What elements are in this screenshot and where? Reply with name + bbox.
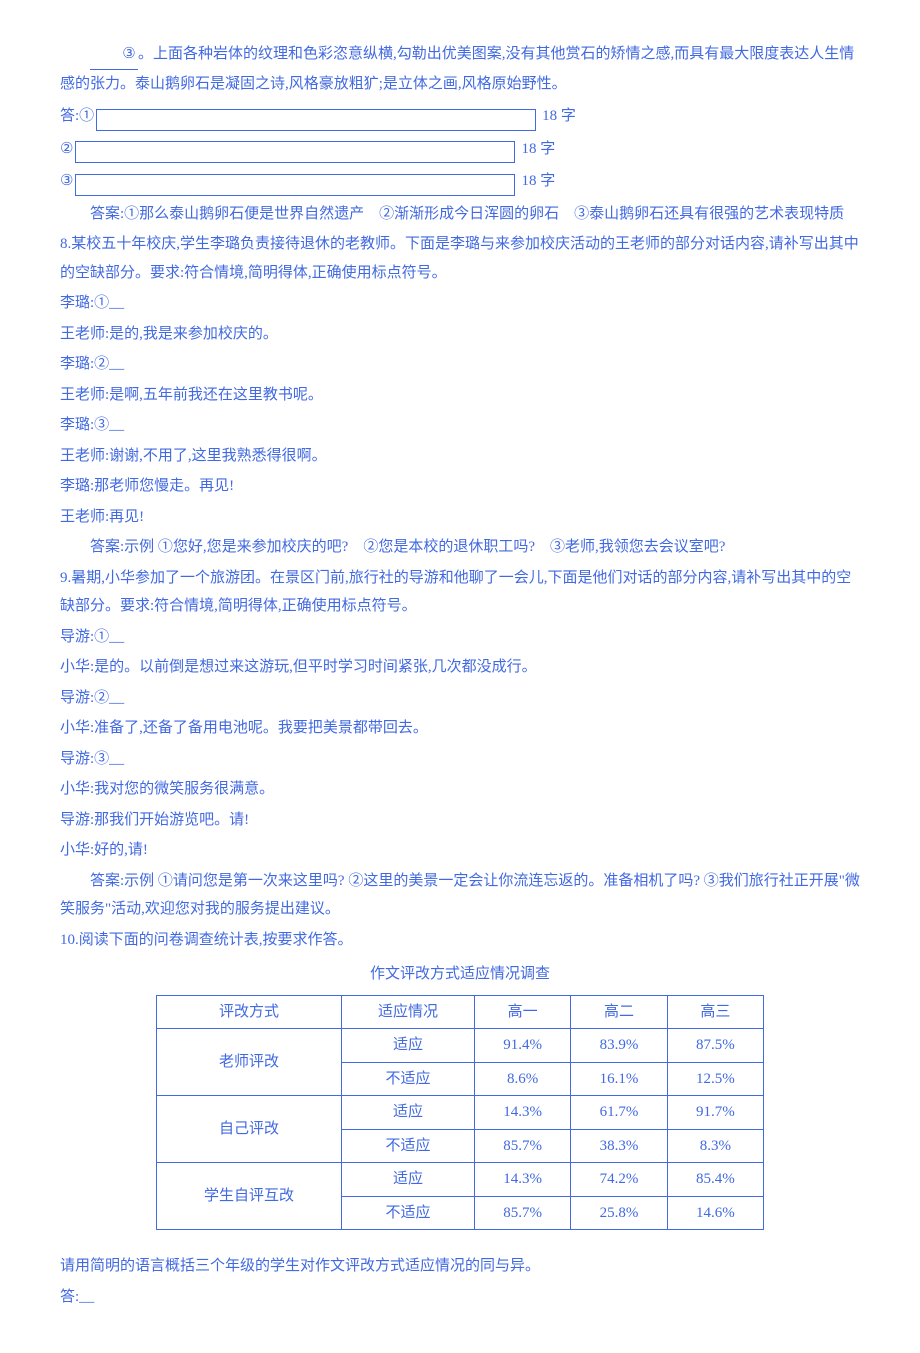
cell-value: 85.4% xyxy=(667,1163,763,1197)
question-8-title: 8.某校五十年校庆,学生李璐负责接待退休的老教师。下面是李璐与来参加校庆活动的王… xyxy=(60,230,860,287)
cell-method: 学生自评互改 xyxy=(157,1163,342,1230)
cell-value: 91.7% xyxy=(667,1096,763,1130)
table-row: 学生自评互改 适应 14.3% 74.2% 85.4% xyxy=(157,1163,764,1197)
question-10-title: 10.阅读下面的问卷调查统计表,按要求作答。 xyxy=(60,926,860,955)
question-10-prompt: 请用简明的语言概括三个年级的学生对作文评改方式适应情况的同与异。 xyxy=(60,1252,860,1281)
q8-line: 李璐:那老师您慢走。再见! xyxy=(60,472,860,501)
cell-situation: 适应 xyxy=(341,1029,474,1063)
answer-key-8: 答案:示例 ①您好,您是来参加校庆的吧? ②您是本校的退休职工吗? ③老师,我领… xyxy=(60,533,860,562)
q9-line: 导游:那我们开始游览吧。请! xyxy=(60,806,860,835)
q9-line: 小华:我对您的微笑服务很满意。 xyxy=(60,775,860,804)
answer-key-9: 答案:示例 ①请问您是第一次来这里吗? ②这里的美景一定会让你流连忘返的。准备相… xyxy=(60,867,860,924)
survey-table: 评改方式 适应情况 高一 高二 高三 老师评改 适应 91.4% 83.9% 8… xyxy=(156,995,764,1231)
answer-box-3[interactable] xyxy=(75,174,515,196)
cell-value: 61.7% xyxy=(571,1096,667,1130)
cell-method: 老师评改 xyxy=(157,1029,342,1096)
q9-line: 导游:①__ xyxy=(60,623,860,652)
cell-situation: 适应 xyxy=(341,1163,474,1197)
table-title: 作文评改方式适应情况调查 xyxy=(60,960,860,989)
answer-box-2[interactable] xyxy=(75,141,515,163)
cell-value: 12.5% xyxy=(667,1062,763,1096)
cell-value: 85.7% xyxy=(474,1129,570,1163)
char-limit-1: 18 字 xyxy=(542,102,576,131)
cell-situation: 不适应 xyxy=(341,1196,474,1230)
q8-line: 王老师:再见! xyxy=(60,503,860,532)
cell-value: 38.3% xyxy=(571,1129,667,1163)
q8-line: 王老师:是的,我是来参加校庆的。 xyxy=(60,320,860,349)
answer-box-1[interactable] xyxy=(96,109,536,131)
question-9-title: 9.暑期,小华参加了一个旅游团。在景区门前,旅行社的导游和他聊了一会儿,下面是他… xyxy=(60,564,860,621)
cell-value: 16.1% xyxy=(571,1062,667,1096)
cell-value: 91.4% xyxy=(474,1029,570,1063)
cell-value: 8.3% xyxy=(667,1129,763,1163)
intro-paragraph: ③。上面各种岩体的纹理和色彩恣意纵横,勾勒出优美图案,没有其他赏石的矫情之感,而… xyxy=(60,40,860,98)
q9-line: 导游:②__ xyxy=(60,684,860,713)
cell-value: 74.2% xyxy=(571,1163,667,1197)
cell-situation: 适应 xyxy=(341,1096,474,1130)
header-g1: 高一 xyxy=(474,995,570,1029)
cell-value: 87.5% xyxy=(667,1029,763,1063)
answer-row-1: 答:① 18 字 xyxy=(60,102,860,131)
q9-line: 小华:准备了,还备了备用电池呢。我要把美景都带回去。 xyxy=(60,714,860,743)
header-g2: 高二 xyxy=(571,995,667,1029)
cell-value: 25.8% xyxy=(571,1196,667,1230)
q9-line: 小华:好的,请! xyxy=(60,836,860,865)
q8-line: 王老师:是啊,五年前我还在这里教书呢。 xyxy=(60,381,860,410)
q8-line: 王老师:谢谢,不用了,这里我熟悉得很啊。 xyxy=(60,442,860,471)
cell-value: 85.7% xyxy=(474,1196,570,1230)
cell-value: 8.6% xyxy=(474,1062,570,1096)
intro-text: 。上面各种岩体的纹理和色彩恣意纵横,勾勒出优美图案,没有其他赏石的矫情之感,而具… xyxy=(60,46,854,92)
q8-line: 李璐:②__ xyxy=(60,350,860,379)
answer-row-3: ③ 18 字 xyxy=(60,167,860,196)
answer-key-7: 答案:①那么泰山鹅卵石便是世界自然遗产 ②渐渐形成今日浑圆的卵石 ③泰山鹅卵石还… xyxy=(60,200,860,229)
cell-value: 14.3% xyxy=(474,1096,570,1130)
answer-label-1: 答:① xyxy=(60,102,94,131)
cell-value: 14.3% xyxy=(474,1163,570,1197)
table-header-row: 评改方式 适应情况 高一 高二 高三 xyxy=(157,995,764,1029)
q9-line: 小华:是的。以前倒是想过来这游玩,但平时学习时间紧张,几次都没成行。 xyxy=(60,653,860,682)
q8-line: 李璐:③__ xyxy=(60,411,860,440)
table-row: 老师评改 适应 91.4% 83.9% 87.5% xyxy=(157,1029,764,1063)
table-row: 自己评改 适应 14.3% 61.7% 91.7% xyxy=(157,1096,764,1130)
char-limit-3: 18 字 xyxy=(521,167,555,196)
header-method: 评改方式 xyxy=(157,995,342,1029)
blank-3-marker[interactable]: ③ xyxy=(90,40,138,70)
q9-line: 导游:③__ xyxy=(60,745,860,774)
answer-label-3: ③ xyxy=(60,167,73,196)
header-situation: 适应情况 xyxy=(341,995,474,1029)
char-limit-2: 18 字 xyxy=(521,135,555,164)
cell-situation: 不适应 xyxy=(341,1129,474,1163)
answer-prefix-10: 答:__ xyxy=(60,1283,860,1312)
answer-label-2: ② xyxy=(60,135,73,164)
cell-situation: 不适应 xyxy=(341,1062,474,1096)
cell-value: 14.6% xyxy=(667,1196,763,1230)
cell-method: 自己评改 xyxy=(157,1096,342,1163)
spacer xyxy=(60,1236,860,1252)
header-g3: 高三 xyxy=(667,995,763,1029)
cell-value: 83.9% xyxy=(571,1029,667,1063)
answer-row-2: ② 18 字 xyxy=(60,135,860,164)
q8-line: 李璐:①__ xyxy=(60,289,860,318)
